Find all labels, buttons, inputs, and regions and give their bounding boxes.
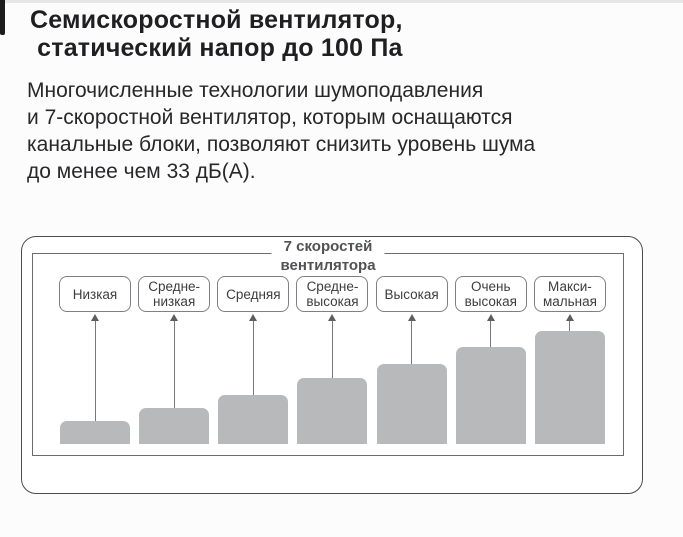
arrow-shaft — [569, 321, 571, 331]
arrow-head-icon — [91, 314, 99, 321]
figure-title: 7 скоростей вентилятора — [271, 237, 385, 275]
arrow-head-icon — [565, 314, 574, 321]
fan-speed-bar — [455, 347, 526, 444]
arrow-shaft — [331, 321, 333, 378]
arrow-shaft — [94, 321, 96, 421]
fan-speed-label: Высокая — [375, 276, 448, 312]
fan-speed-columns: Низкая Средне- низкая Средняя Средне- вы… — [33, 254, 623, 455]
fan-speed-label: Средне- высокая — [296, 276, 369, 312]
fan-speed-column: Средняя — [217, 254, 290, 455]
up-arrow — [565, 314, 574, 331]
fan-speeds-figure: 7 скоростей вентилятора Низкая Средне- н… — [21, 236, 643, 494]
up-arrow — [486, 314, 495, 347]
fan-speed-bar — [376, 364, 447, 444]
fan-speed-label: Средне- низкая — [138, 276, 211, 312]
fan-speed-column: Высокая — [375, 254, 448, 455]
fan-speed-bar — [534, 331, 605, 444]
fan-speed-bar — [139, 408, 210, 444]
scan-edge-strip — [0, 0, 683, 3]
fan-speed-bar — [60, 421, 130, 444]
arrow-shaft — [411, 321, 413, 364]
up-arrow — [170, 314, 179, 408]
page-title: Семискоростной вентилятор, статический н… — [30, 6, 403, 62]
up-arrow — [91, 314, 99, 421]
arrow-shaft — [173, 321, 175, 408]
up-arrow — [328, 314, 337, 378]
fan-speed-label: Очень высокая — [454, 276, 527, 312]
up-arrow — [249, 314, 258, 395]
arrow-head-icon — [170, 314, 179, 321]
figure-inner-frame: 7 скоростей вентилятора Низкая Средне- н… — [32, 237, 624, 456]
intro-paragraph: Многочисленные технологии шумоподавления… — [27, 79, 536, 183]
fan-speed-column: Средне- высокая — [296, 254, 369, 455]
arrow-head-icon — [249, 314, 258, 321]
arrow-head-icon — [486, 314, 495, 321]
fan-speed-column: Очень высокая — [454, 254, 527, 455]
up-arrow — [407, 314, 416, 364]
arrow-head-icon — [407, 314, 416, 321]
fan-speed-label: Низкая — [59, 276, 131, 312]
fan-speed-bar — [297, 378, 368, 444]
fan-speed-column: Низкая — [59, 254, 131, 455]
fan-speed-label: Средняя — [217, 276, 290, 312]
arrow-shaft — [252, 321, 254, 395]
fan-speed-label: Макси- мальная — [533, 276, 606, 312]
arrow-head-icon — [328, 314, 337, 321]
fan-speed-column: Макси- мальная — [533, 254, 606, 455]
arrow-shaft — [490, 321, 492, 347]
fan-speed-column: Средне- низкая — [138, 254, 211, 455]
fan-speed-bar — [218, 395, 289, 444]
scan-corner-mark — [0, 0, 5, 35]
